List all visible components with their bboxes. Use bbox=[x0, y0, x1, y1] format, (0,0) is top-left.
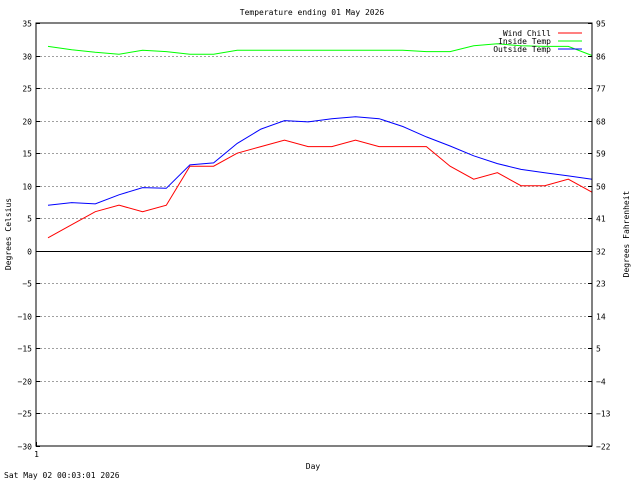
legend-label: Inside Temp bbox=[498, 37, 551, 46]
y-tick-label-right: 50 bbox=[596, 183, 606, 192]
y-tick-label-right: −13 bbox=[596, 410, 611, 419]
y-tick-label-left: −5 bbox=[22, 280, 32, 289]
y-tick-label-right: −22 bbox=[596, 443, 611, 452]
grid-layer bbox=[36, 56, 592, 414]
legend-label: Outside Temp bbox=[493, 45, 551, 54]
y-tick-label-left: 15 bbox=[22, 150, 32, 159]
y-tick-label-left: 30 bbox=[22, 53, 32, 62]
y-tick-label-left: −30 bbox=[18, 443, 33, 452]
chart-title: Temperature ending 01 May 2026 bbox=[240, 8, 385, 17]
y-tick-label-left: 5 bbox=[27, 215, 32, 224]
y-axis-label-left: Degrees Celsius bbox=[4, 198, 13, 270]
series-line-wind-chill bbox=[47, 139, 593, 239]
y-tick-label-left: −10 bbox=[18, 313, 33, 322]
y-tick-label-right: 68 bbox=[596, 118, 606, 127]
y-tick-label-right: −4 bbox=[596, 378, 606, 387]
y-tick-label-right: 41 bbox=[596, 215, 606, 224]
y-tick-label-left: 35 bbox=[22, 20, 32, 29]
y-tick-label-left: −25 bbox=[18, 410, 33, 419]
plot-frame bbox=[35, 22, 593, 447]
y-tick-label-left: −20 bbox=[18, 378, 33, 387]
legend-label: Wind Chill bbox=[503, 29, 551, 38]
series-layer bbox=[47, 43, 593, 239]
y-tick-label-right: 5 bbox=[596, 345, 601, 354]
y-tick-label-left: 0 bbox=[27, 248, 32, 257]
series-line-inside-temp bbox=[47, 43, 593, 56]
y-tick-label-left: 20 bbox=[22, 118, 32, 127]
y-tick-label-right: 95 bbox=[596, 20, 606, 29]
y-tick-label-right: 77 bbox=[596, 85, 606, 94]
y-tick-label-left: 10 bbox=[22, 183, 32, 192]
y-tick-label-left: 25 bbox=[22, 85, 32, 94]
y-tick-label-right: 23 bbox=[596, 280, 606, 289]
tick-layer: −30−25−20−15−10−505101520253035−22−13−45… bbox=[18, 20, 611, 460]
y-tick-label-right: 86 bbox=[596, 53, 606, 62]
y-axis-label-right: Degrees Fahrenheit bbox=[622, 190, 631, 277]
y-tick-label-right: 14 bbox=[596, 313, 606, 322]
y-tick-label-left: −15 bbox=[18, 345, 33, 354]
x-tick-label: 1 bbox=[34, 450, 39, 459]
y-tick-label-right: 32 bbox=[596, 248, 606, 257]
x-axis-label: Day bbox=[306, 462, 321, 471]
y-tick-label-right: 59 bbox=[596, 150, 606, 159]
timestamp: Sat May 02 00:03:01 2026 bbox=[4, 471, 120, 480]
series-line-outside-temp bbox=[47, 116, 593, 206]
